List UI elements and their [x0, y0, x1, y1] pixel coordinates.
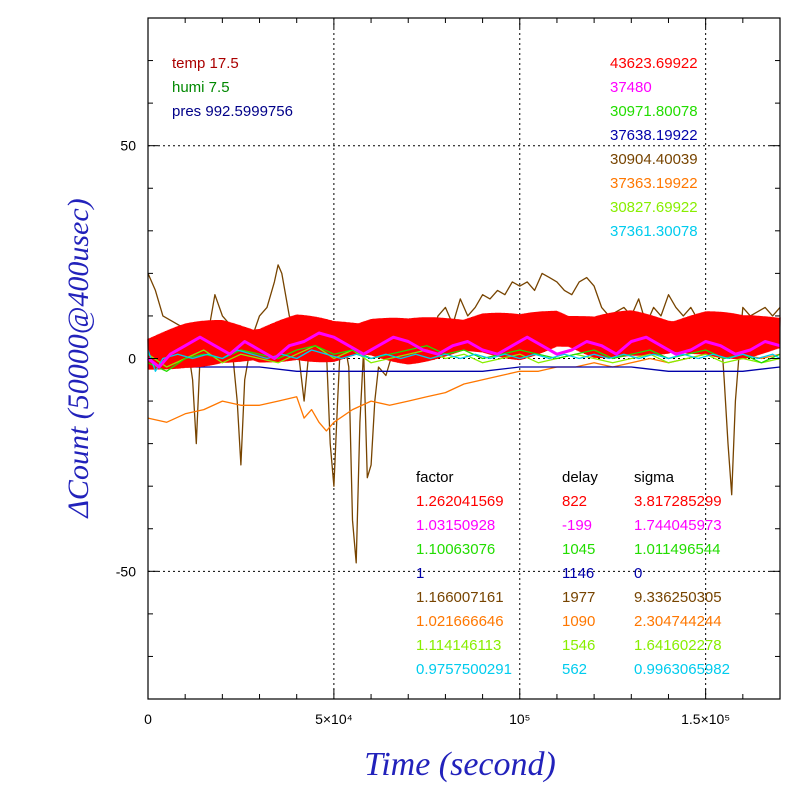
stats-cell-delay: 562	[562, 661, 587, 678]
stats-cell-factor: 1.166007161	[416, 589, 504, 606]
stats-cell-delay: 1546	[562, 637, 595, 654]
stats-header-factor: factor	[416, 469, 454, 486]
stats-cell-sigma: 0.9963065982	[634, 661, 730, 678]
stats-cell-sigma: 0	[634, 565, 642, 582]
stats-cell-sigma: 2.304744244	[634, 613, 722, 630]
legend-entry: 37361.30078	[610, 223, 698, 240]
series-line-3	[148, 366, 781, 372]
stats-cell-factor: 1	[416, 565, 424, 582]
legend-entry: 30971.80078	[610, 103, 698, 120]
x-tick-label: 10⁵	[509, 711, 530, 727]
series-line-1	[147, 331, 781, 369]
series-line-0	[147, 310, 781, 370]
legend-entry: 37638.19922	[610, 127, 698, 144]
stats-cell-sigma: 1.744045973	[634, 517, 722, 534]
series-line-6	[147, 345, 781, 368]
stats-cell-sigma: 9.336250305	[634, 589, 722, 606]
stats-cell-delay: 1045	[562, 541, 595, 558]
stats-cell-factor: 1.262041569	[416, 493, 504, 510]
y-tick-label: -50	[116, 563, 136, 579]
legend-entry: 37480	[610, 79, 652, 96]
stats-cell-factor: 0.9757500291	[416, 661, 512, 678]
stats-cell-delay: 1146	[562, 565, 594, 582]
series-line-7	[147, 349, 781, 372]
legend-entry: 30904.40039	[610, 151, 698, 168]
stats-cell-sigma: 1.641602278	[634, 637, 722, 654]
stats-cell-sigma: 3.817285299	[634, 493, 722, 510]
stats-cell-sigma: 1.011496544	[634, 541, 720, 558]
stats-cell-delay: 1977	[562, 589, 595, 606]
y-axis-label: ΔCount (50000@400usec)	[62, 198, 95, 518]
env-info-item: humi 7.5	[172, 79, 230, 96]
series-layer	[147, 264, 781, 564]
stats-cell-factor: 1.10063076	[416, 541, 495, 558]
stats-cell-delay: 1090	[562, 613, 595, 630]
env-info-item: pres 992.5999756	[172, 103, 293, 120]
x-axis-label: Time (second)	[364, 746, 556, 783]
stats-header-sigma: sigma	[634, 469, 675, 486]
x-tick-label: 0	[144, 711, 152, 727]
env-info: temp 17.5 humi 7.5 pres 992.5999756	[172, 55, 293, 120]
stats-cell-factor: 1.021666646	[416, 613, 504, 630]
legend-entry: 43623.69922	[610, 55, 698, 72]
stats-table: factor delay sigma 1.262041569 822 3.81728529…	[416, 469, 730, 678]
series-line-5	[147, 353, 781, 432]
x-tick-label: 5×10⁴	[315, 711, 353, 727]
ticks	[147, 17, 781, 700]
env-info-item: temp 17.5	[172, 55, 239, 72]
x-tick-label: 1.5×10⁵	[681, 711, 730, 727]
stats-cell-delay: 822	[562, 493, 587, 510]
stats-cell-delay: -199	[562, 517, 592, 534]
tick-labels: 0 5×10⁴ 10⁵ 1.5×10⁵ 50 0 -50	[116, 138, 730, 727]
stats-cell-factor: 1.114146113	[416, 637, 501, 654]
stats-cell-factor: 1.03150928	[416, 517, 495, 534]
legend-entry: 37363.19922	[610, 175, 698, 192]
y-tick-label: 0	[128, 351, 136, 367]
legend: 43623.69922 37480 30971.80078 37638.19922 30…	[610, 55, 698, 240]
y-tick-label: 50	[120, 138, 136, 154]
stats-header-delay: delay	[562, 469, 598, 486]
legend-entry: 30827.69922	[610, 199, 698, 216]
